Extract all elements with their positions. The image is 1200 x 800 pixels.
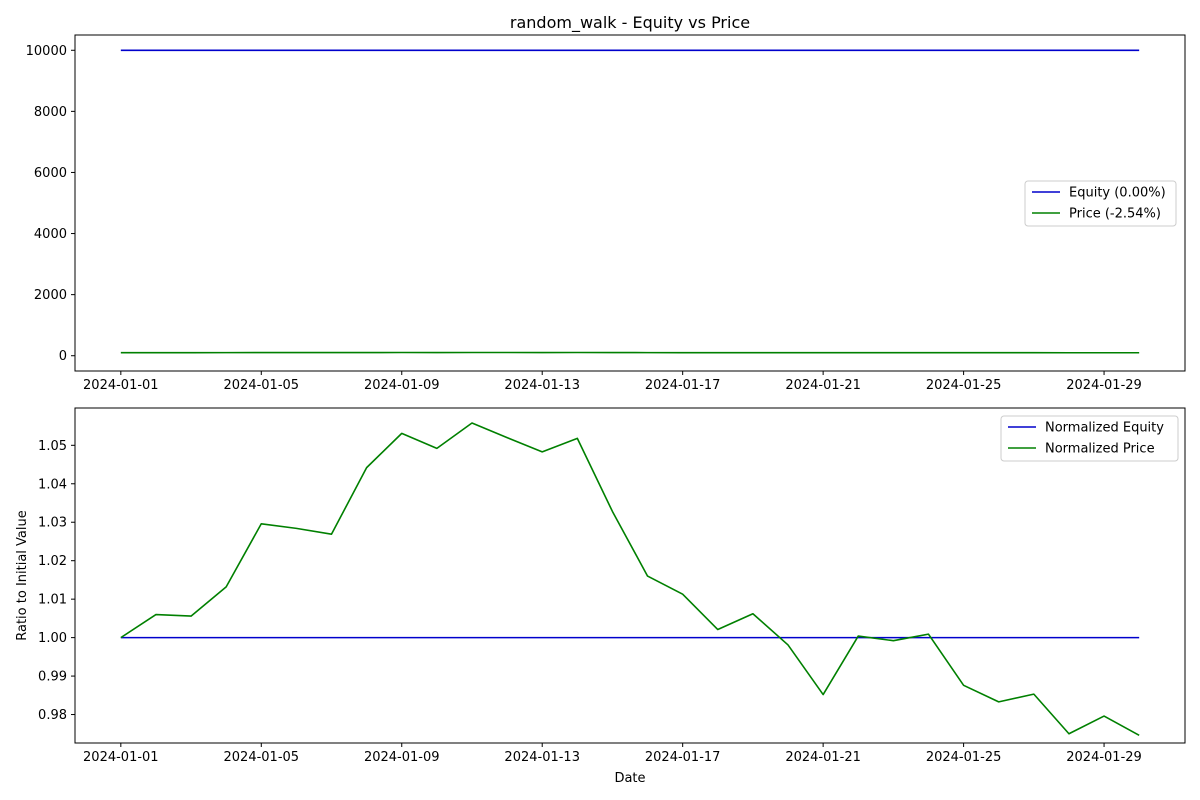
y-tick-label: 6000 — [34, 166, 67, 181]
y-tick-label: 0.99 — [38, 670, 67, 685]
y-tick-label: 2000 — [34, 288, 67, 303]
x-tick-label: 2024-01-25 — [926, 750, 1002, 765]
y-tick-label: 4000 — [34, 227, 67, 242]
x-tick-label: 2024-01-09 — [364, 750, 440, 765]
legend: Equity (0.00%) Price (-2.54%) — [1024, 180, 1177, 227]
legend-box — [1024, 180, 1177, 227]
legend-label: Price (-2.54%) — [1069, 207, 1161, 222]
x-tick-label: 2024-01-25 — [926, 378, 1002, 393]
legend: Normalized Equity Normalized Price — [1000, 415, 1179, 462]
x-tick-label: 2024-01-21 — [785, 750, 861, 765]
legend-label: Equity (0.00%) — [1069, 186, 1166, 201]
y-tick-label: 1.01 — [38, 593, 67, 608]
x-tick-label: 2024-01-01 — [83, 378, 159, 393]
axes-frame — [74, 407, 1186, 744]
x-tick-label: 2024-01-17 — [645, 378, 721, 393]
legend-label: Normalized Price — [1045, 442, 1155, 457]
x-tick-label: 2024-01-29 — [1066, 750, 1142, 765]
x-tick-label: 2024-01-05 — [224, 750, 300, 765]
y-axis-label: Ratio to Initial Value — [15, 510, 30, 641]
y-tick-label: 8000 — [34, 105, 67, 120]
x-tick-label: 2024-01-13 — [504, 750, 580, 765]
axes-frame — [74, 34, 1186, 372]
y-tick-label: 0 — [59, 349, 67, 364]
figure-title: random_walk - Equity vs Price — [510, 13, 750, 33]
legend-label: Normalized Equity — [1045, 421, 1164, 436]
legend-box — [1000, 415, 1179, 462]
y-tick-label: 1.00 — [38, 631, 67, 646]
y-tick-label: 1.04 — [38, 477, 67, 492]
y-tick-label: 1.05 — [38, 439, 67, 454]
equity-price-chart: 2024-01-01 2024-01-05 2024-01-09 2024-01-13… — [26, 34, 1186, 393]
x-tick-label: 2024-01-01 — [83, 750, 159, 765]
x-axis-label: Date — [614, 771, 645, 786]
x-tick-label: 2024-01-29 — [1066, 378, 1142, 393]
y-tick-label: 1.02 — [38, 554, 67, 569]
x-tick-label: 2024-01-05 — [224, 378, 300, 393]
series-line-1 — [120, 422, 1140, 737]
x-tick-label: 2024-01-13 — [504, 378, 580, 393]
y-tick-label: 0.98 — [38, 708, 67, 723]
x-tick-label: 2024-01-09 — [364, 378, 440, 393]
x-tick-label: 2024-01-21 — [785, 378, 861, 393]
normalized-chart: 2024-01-01 2024-01-05 2024-01-09 2024-01-13… — [15, 407, 1186, 786]
x-tick-label: 2024-01-17 — [645, 750, 721, 765]
y-tick-label: 1.03 — [38, 516, 67, 531]
y-tick-label: 10000 — [26, 44, 67, 59]
